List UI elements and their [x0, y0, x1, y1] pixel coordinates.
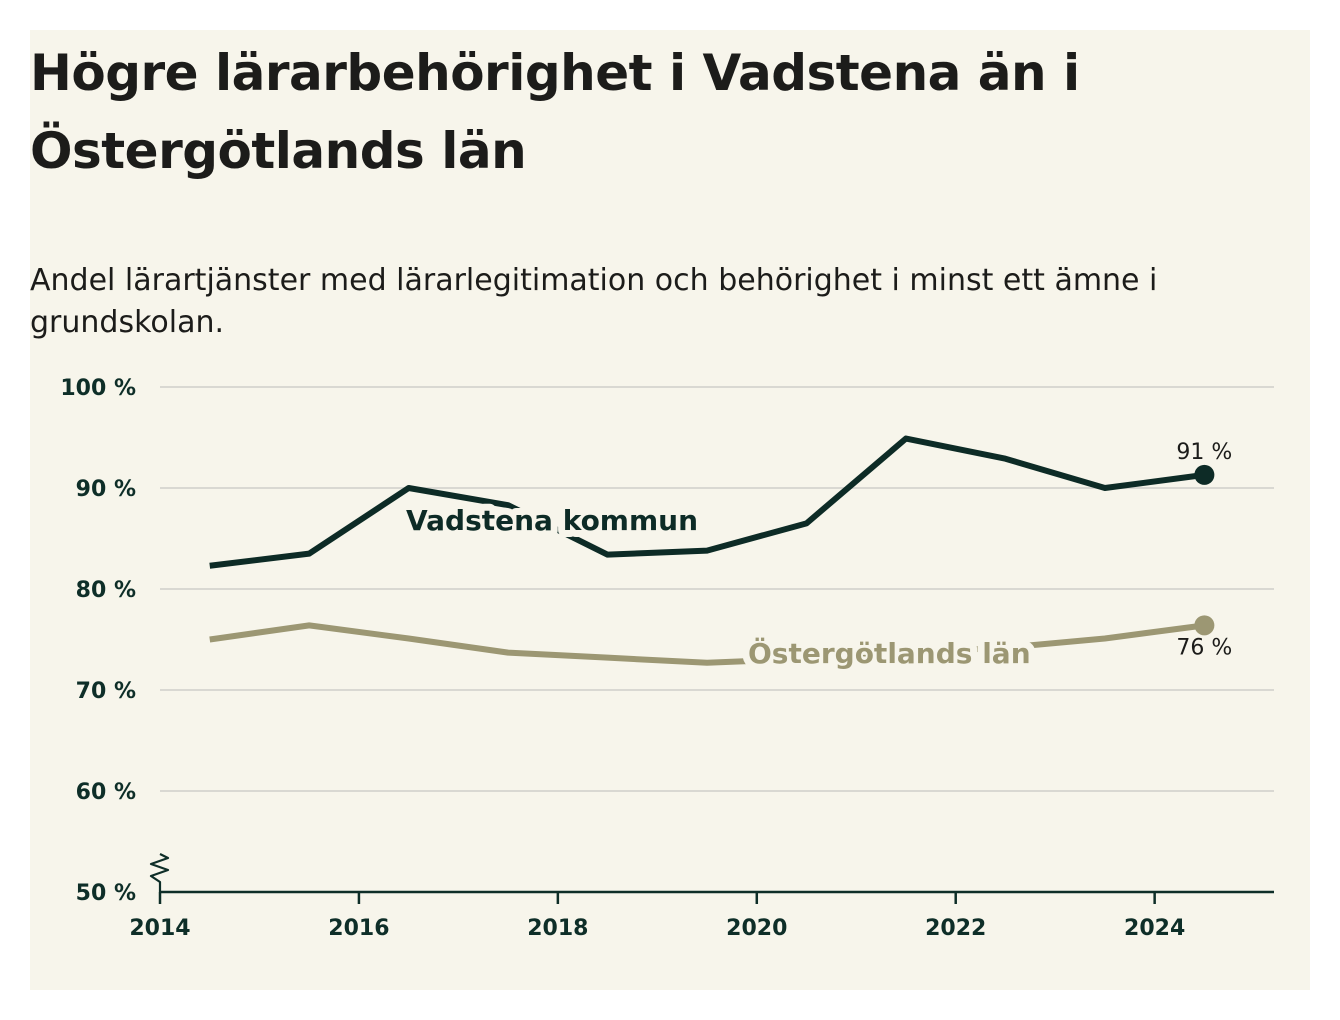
x-tick-label-2020: 2020: [726, 916, 787, 941]
chart-panel: [30, 30, 1310, 990]
series-line-ostergotland: [209, 622, 1205, 666]
series-line-vadstena: [209, 435, 1205, 569]
x-tick-label-2018: 2018: [527, 916, 588, 941]
chart-subtitle: Andel lärartjänster med lärarlegitimatio…: [30, 263, 1158, 340]
axis-break-icon: [149, 853, 170, 892]
y-tick-label-90: 90 %: [76, 477, 136, 502]
end-value-label-ostergotland: 76 %: [1176, 635, 1232, 660]
y-tick-label-100: 100 %: [60, 376, 136, 401]
endpoint-marker-ostergotland: [1194, 615, 1215, 636]
y-tick-label-80: 80 %: [76, 578, 136, 603]
y-tick-label-70: 70 %: [76, 679, 136, 704]
x-tick-label-2016: 2016: [328, 916, 389, 941]
y-tick-label-60: 60 %: [76, 780, 136, 805]
gridlines: [160, 386, 1274, 792]
x-tick-label-2024: 2024: [1124, 916, 1185, 941]
end-value-label-vadstena: 91 %: [1176, 440, 1232, 465]
axes: 50 % 60 % 70 % 80 % 90 % 100 % 2014 2016 2018 202…: [60, 376, 1274, 941]
x-tick-label-2022: 2022: [925, 916, 986, 941]
series-label-vadstena: Vadstena kommun: [406, 504, 698, 537]
x-tick-label-2014: 2014: [129, 916, 190, 941]
series-labels: Vadstena kommun Östergötlands län 76 % 91…: [399, 440, 1232, 677]
y-tick-label-50: 50 %: [76, 881, 136, 906]
series-lines: [209, 435, 1215, 666]
endpoint-marker-vadstena: [1194, 464, 1215, 485]
series-label-ostergotland: Östergötlands län: [748, 636, 1031, 670]
chart-title: Högre lärarbehörighet i Vadstena än i Ös…: [30, 44, 1080, 180]
